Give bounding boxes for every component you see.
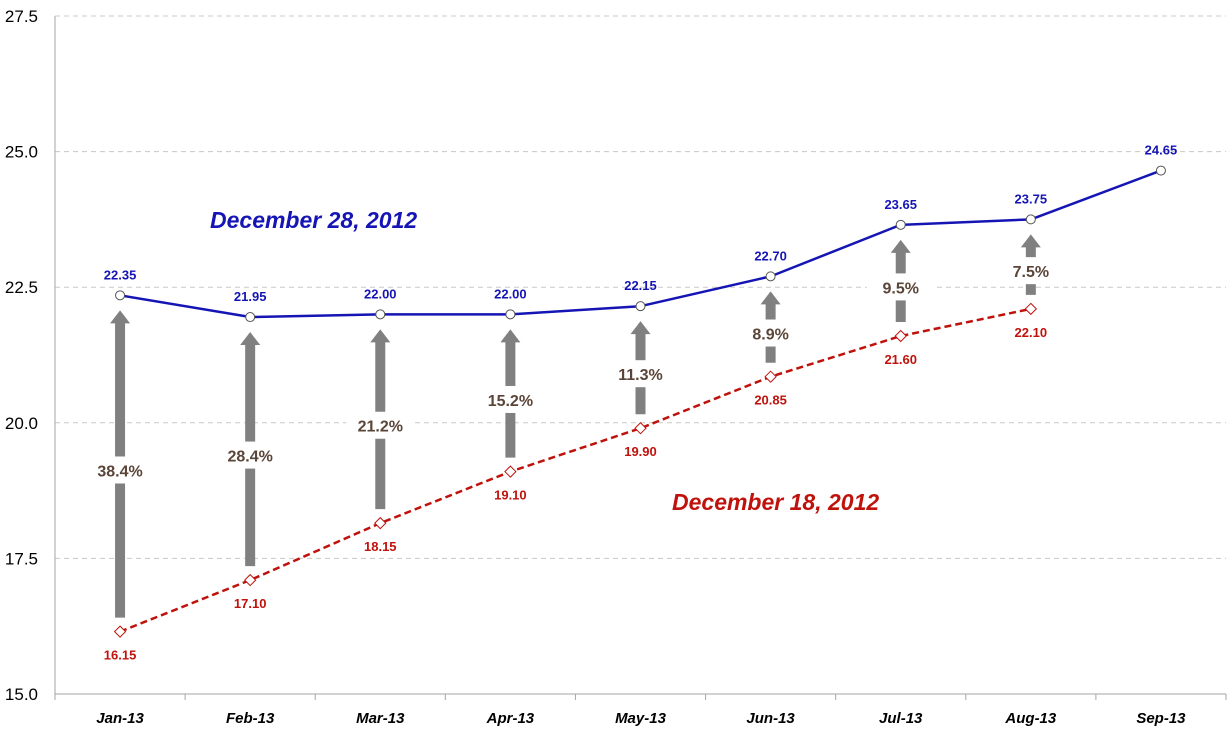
- change-label: 7.5%: [1013, 264, 1049, 281]
- change-label-bg: [216, 441, 285, 469]
- data-labels: 22.35 21.95 22.00 22.00 22.15 22.70 23.65 23.75…: [104, 143, 1177, 663]
- data-point-marker: [634, 422, 647, 435]
- data-label: 22.00: [494, 286, 527, 301]
- y-tick-label: 22.5: [5, 278, 38, 297]
- x-tick-label: May-13: [615, 710, 667, 727]
- change-arrows: 38.4% 28.4% 21.2% 15.2% 11.3% 8.9% 9.5% 7.5%: [86, 234, 1065, 618]
- series-label-dec-18: December 18, 2012: [672, 489, 879, 515]
- x-tick-label: Mar-13: [356, 710, 405, 727]
- data-label: 22.00: [364, 286, 397, 301]
- data-point-marker: [504, 465, 517, 478]
- change-label-bg: [606, 360, 675, 388]
- data-point-marker: [1025, 214, 1036, 225]
- change-label-bg: [476, 385, 545, 413]
- data-point-marker: [1024, 302, 1038, 316]
- change-label: 21.2%: [358, 419, 403, 436]
- data-label: 17.10: [234, 596, 267, 611]
- data-label: 22.15: [624, 278, 657, 293]
- data-label: 22.10: [1015, 325, 1048, 340]
- series-line-1: [119, 307, 1032, 633]
- data-point-marker: [505, 309, 516, 320]
- y-tick-label: 27.5: [5, 7, 38, 26]
- data-label: 22.70: [754, 248, 787, 263]
- series-label-dec-28: December 28, 2012: [210, 207, 417, 233]
- y-tick-label: 17.5: [5, 549, 38, 568]
- data-label: 21.95: [234, 289, 267, 304]
- change-label: 11.3%: [618, 367, 662, 384]
- data-label: 24.65: [1145, 143, 1178, 158]
- data-label: 19.10: [494, 488, 527, 503]
- axes: 15.0 17.5 20.0 22.5 25.0 27.5 Jan-13 Feb-13 Mar-…: [5, 7, 1227, 727]
- data-point-marker: [113, 625, 127, 638]
- change-label: 8.9%: [752, 327, 788, 344]
- change-label: 15.2%: [488, 393, 533, 410]
- data-point-marker: [245, 312, 256, 323]
- change-label-bg: [996, 257, 1065, 285]
- change-label: 38.4%: [97, 463, 142, 480]
- change-label-bg: [866, 273, 935, 301]
- data-label: 18.15: [364, 539, 397, 554]
- data-point-marker: [115, 290, 126, 301]
- x-tick-label: Sep-13: [1136, 710, 1186, 727]
- series-markers: [113, 165, 1166, 638]
- data-point-marker: [635, 301, 646, 312]
- data-point-marker: [1155, 165, 1166, 176]
- data-point-marker: [243, 573, 257, 587]
- x-tick-label: Feb-13: [226, 710, 275, 727]
- data-label: 22.35: [104, 267, 137, 282]
- data-label: 23.65: [884, 197, 917, 212]
- change-label-bg: [346, 411, 415, 439]
- data-point-marker: [894, 329, 907, 343]
- data-label: 20.85: [754, 393, 787, 408]
- x-tick-label: Aug-13: [1004, 710, 1056, 727]
- x-tick-label: Jun-13: [746, 710, 795, 727]
- data-point-marker: [375, 309, 386, 320]
- data-label: 23.75: [1015, 191, 1048, 206]
- y-tick-label: 15.0: [5, 685, 38, 704]
- data-label: 16.15: [104, 648, 137, 663]
- x-tick-label: Jul-13: [879, 710, 923, 727]
- change-label: 28.4%: [227, 449, 272, 466]
- x-tick-label: Jan-13: [96, 710, 144, 727]
- data-point-marker: [374, 516, 387, 530]
- data-point-marker: [764, 370, 777, 383]
- y-tick-label: 20.0: [5, 414, 38, 433]
- change-label: 9.5%: [882, 280, 918, 297]
- data-point-marker: [895, 219, 906, 230]
- series-line-0: [119, 169, 1162, 319]
- y-tick-label: 25.0: [5, 143, 38, 162]
- x-tick-label: Apr-13: [486, 710, 535, 727]
- data-label: 21.60: [884, 352, 917, 367]
- change-label-bg: [86, 456, 155, 484]
- change-label-bg: [736, 319, 805, 347]
- data-point-marker: [765, 271, 776, 282]
- data-label: 19.90: [624, 444, 657, 459]
